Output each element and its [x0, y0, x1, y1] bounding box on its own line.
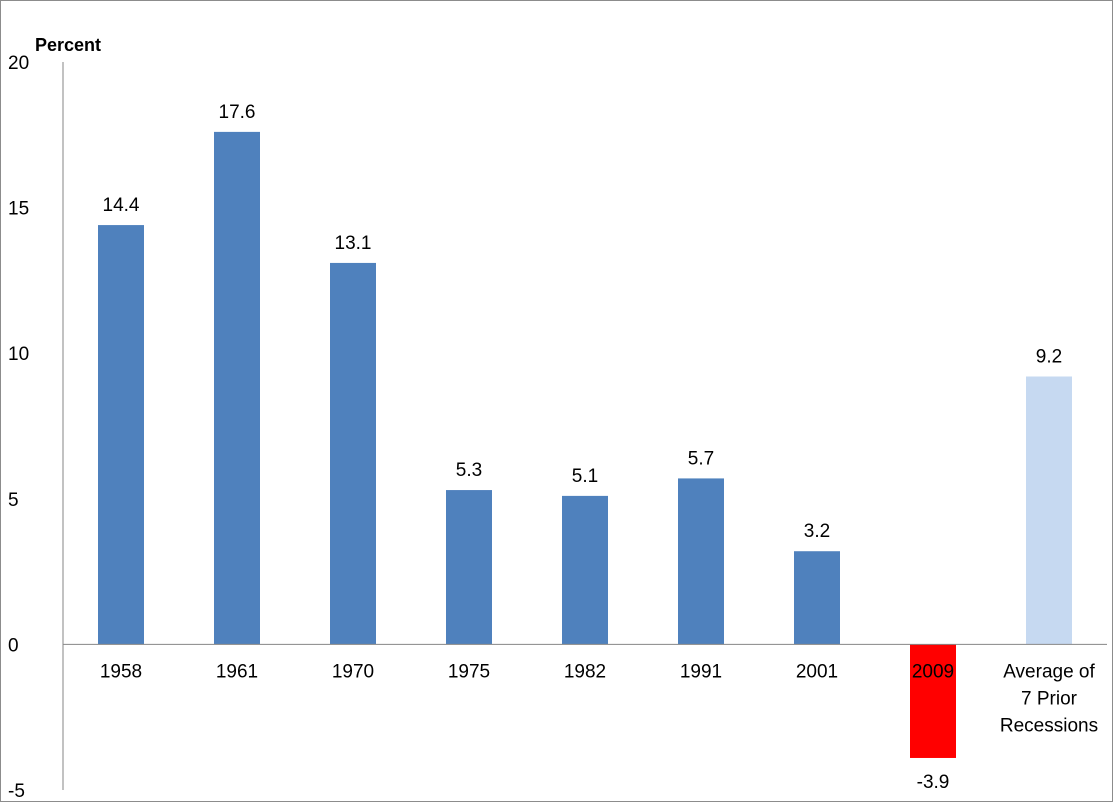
value-label: 3.2 — [804, 521, 830, 542]
bar-1991 — [678, 478, 724, 645]
value-label: 5.3 — [456, 460, 482, 481]
bars — [98, 131, 1072, 758]
y-tick-label: -5 — [8, 781, 25, 802]
bar-2001 — [794, 551, 840, 645]
category-label: 1975 — [448, 661, 490, 682]
category-label: 1982 — [564, 661, 606, 682]
y-tick-label: 5 — [8, 490, 19, 511]
bar-1970 — [330, 262, 376, 645]
y-tick-label: 10 — [8, 344, 29, 365]
category-label: 1970 — [332, 661, 374, 682]
category-label: 1958 — [100, 661, 142, 682]
bar-average-of-7-prior-recessions — [1026, 376, 1072, 645]
category-label: 1991 — [680, 661, 722, 682]
bar-1982 — [562, 495, 608, 645]
bar-1961 — [214, 131, 260, 645]
category-label: Recessions — [1000, 715, 1098, 736]
category-label: Average of — [1003, 661, 1095, 682]
category-labels: 1958 1961 1970 1975 1982 1991 2001 2009 Average … — [100, 661, 1098, 736]
y-axis-label: Percent — [35, 35, 101, 55]
bar-2009 — [910, 644, 956, 758]
value-label: 5.1 — [572, 466, 598, 487]
y-tick-label: 20 — [8, 53, 29, 74]
y-axis-ticks: 20 15 10 5 0 -5 — [8, 53, 29, 802]
value-label: -3.9 — [917, 772, 950, 793]
y-tick-label: 0 — [8, 635, 19, 656]
value-label: 13.1 — [335, 233, 372, 254]
value-label: 17.6 — [219, 102, 256, 123]
category-label: 2001 — [796, 661, 838, 682]
bar-1958 — [98, 225, 144, 645]
bar-1975 — [446, 490, 492, 645]
y-tick-label: 15 — [8, 199, 29, 220]
value-labels: 14.4 17.6 13.1 5.3 5.1 5.7 3.2 -3.9 9.2 — [103, 102, 1063, 793]
value-label: 9.2 — [1036, 346, 1062, 367]
category-label: 1961 — [216, 661, 258, 682]
category-label: 2009 — [912, 661, 954, 682]
category-label: 7 Prior — [1021, 688, 1078, 709]
value-label: 5.7 — [688, 448, 714, 469]
value-label: 14.4 — [103, 195, 140, 216]
